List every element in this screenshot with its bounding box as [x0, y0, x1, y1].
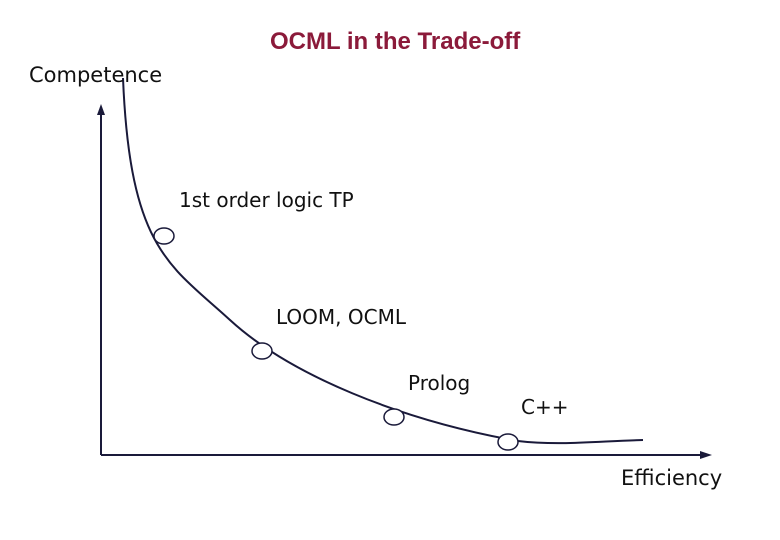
y-axis-label: Competence: [29, 63, 163, 87]
y-axis-arrowhead: [97, 104, 105, 115]
point-marker-loom-ocml: [251, 342, 273, 360]
point-marker-cpp: [497, 433, 519, 451]
x-axis-label: Efficiency: [621, 466, 723, 490]
point-label-cpp: C++: [521, 395, 569, 419]
tradeoff-curve: [122, 77, 644, 445]
point-marker-prolog: [383, 408, 405, 426]
slide-title: OCML in the Trade-off: [270, 28, 521, 55]
point-label-prolog: Prolog: [408, 371, 471, 395]
point-marker-1st-order-logic: [153, 227, 175, 245]
point-label-1st-order-logic: 1st order logic TP: [179, 188, 354, 212]
x-axis-arrowhead: [700, 451, 712, 459]
point-label-loom-ocml: LOOM, OCML: [276, 305, 406, 329]
